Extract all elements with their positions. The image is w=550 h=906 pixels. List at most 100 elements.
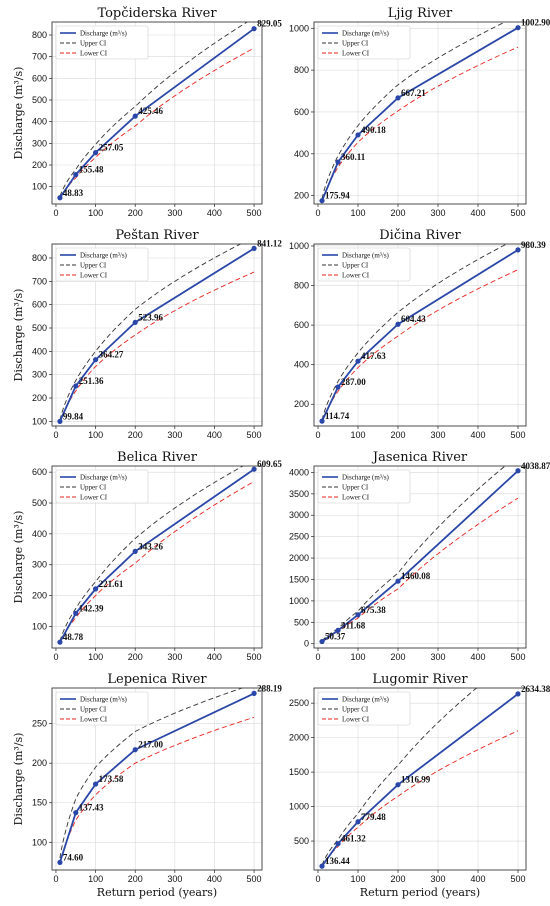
- discharge-point: [57, 195, 63, 201]
- data-label: 343.26: [138, 541, 163, 551]
- upper-ci-line: [321, 22, 507, 199]
- data-label: 288.19: [257, 683, 282, 693]
- y-tick-label: 1000: [289, 241, 309, 251]
- legend: Discharge (m³/s) Upper CI Lower CI: [317, 691, 411, 726]
- x-tick-label: 200: [128, 208, 143, 218]
- discharge-point: [73, 610, 79, 616]
- x-tick-label: 400: [470, 208, 485, 218]
- x-tick-label: 500: [247, 208, 262, 218]
- x-tick-label: 100: [350, 874, 365, 884]
- y-tick-label: 150: [32, 798, 47, 808]
- y-tick-label: 600: [32, 73, 47, 83]
- data-label: 360.11: [341, 152, 366, 162]
- plot-frame: [51, 21, 263, 205]
- y-tick-label: 400: [32, 117, 47, 127]
- data-label: 217.00: [138, 740, 163, 750]
- discharge-point: [73, 172, 79, 178]
- y-tick-label: 2000: [289, 733, 309, 743]
- x-tick-label: 200: [128, 874, 143, 884]
- data-label: 417.63: [361, 351, 386, 361]
- x-tick-label: 400: [470, 874, 485, 884]
- upper-ci-line: [59, 688, 244, 859]
- discharge-point: [319, 638, 325, 645]
- y-tick-label: 2000: [289, 553, 309, 563]
- plot-frame: [51, 465, 263, 649]
- discharge-point: [251, 245, 257, 252]
- legend-lower-ci-label: Lower CI: [80, 494, 108, 502]
- legend-upper-ci-label: Upper CI: [342, 706, 369, 714]
- y-tick-label: 200: [294, 191, 309, 201]
- x-tick-label: 500: [247, 430, 262, 440]
- upper-ci-line: [59, 22, 249, 197]
- y-tick-label: 400: [32, 346, 47, 356]
- legend-box: [55, 469, 149, 504]
- data-label: 287.00: [341, 377, 366, 387]
- discharge-point: [92, 781, 99, 787]
- panel-title: Lepenica River: [107, 672, 207, 687]
- x-tick-label: 0: [53, 430, 58, 440]
- data-label: 523.96: [138, 312, 163, 322]
- x-tick-label: 0: [53, 874, 58, 884]
- discharge-point: [355, 358, 361, 364]
- y-tick-label: 500: [32, 323, 47, 333]
- data-label: 136.44: [325, 856, 350, 866]
- y-tick-label: 300: [32, 138, 47, 148]
- y-tick-label: 500: [32, 95, 47, 105]
- discharge-point: [251, 26, 257, 32]
- legend: Discharge (m³/s) Upper CI Lower CI: [317, 247, 411, 282]
- data-label: 364.27: [99, 350, 124, 360]
- upper-ci-line: [321, 244, 508, 421]
- x-tick-label: 300: [430, 874, 445, 884]
- lower-ci-line: [321, 269, 519, 423]
- x-tick-label: 0: [53, 652, 58, 662]
- y-tick-label: 2500: [289, 698, 309, 708]
- panel-title: Ljig River: [388, 6, 453, 21]
- discharge-point: [395, 321, 401, 327]
- y-tick-label: 500: [294, 836, 309, 846]
- discharge-point: [132, 747, 138, 753]
- panel-7: 74.60 137.43 173.58 217.00 288.19 0 100 200 300 4…: [12, 672, 282, 899]
- y-tick-label: 800: [294, 65, 309, 75]
- panel-title: Dičina River: [379, 228, 461, 243]
- legend-upper-ci-label: Upper CI: [342, 40, 369, 48]
- discharge-point: [355, 612, 361, 618]
- panel-title: Peštan River: [115, 228, 199, 243]
- x-tick-label: 400: [470, 652, 485, 662]
- x-tick-label: 500: [510, 874, 525, 884]
- upper-ci-line: [59, 466, 244, 642]
- discharge-point: [132, 319, 138, 326]
- legend-discharge-label: Discharge (m³/s): [342, 696, 390, 704]
- legend-discharge-label: Discharge (m³/s): [80, 474, 128, 482]
- x-tick-label: 300: [167, 208, 182, 218]
- legend-lower-ci-label: Lower CI: [80, 716, 108, 724]
- y-tick-label: 500: [294, 617, 309, 627]
- x-tick-label: 400: [207, 208, 222, 218]
- data-label: 2634.38: [521, 684, 550, 694]
- x-tick-label: 300: [430, 430, 445, 440]
- legend-upper-ci-label: Upper CI: [342, 262, 369, 270]
- plot-frame: [313, 465, 527, 649]
- x-tick-label: 300: [430, 208, 445, 218]
- plot-frame: [51, 243, 263, 427]
- legend: Discharge (m³/s) Upper CI Lower CI: [55, 691, 149, 726]
- y-tick-label: 3000: [289, 510, 309, 520]
- legend-box: [55, 247, 149, 282]
- legend: Discharge (m³/s) Upper CI Lower CI: [317, 469, 411, 504]
- legend-box: [317, 25, 411, 60]
- discharge-point: [57, 418, 63, 424]
- legend-lower-ci-label: Lower CI: [342, 272, 370, 280]
- discharge-point: [395, 95, 401, 101]
- legend-box: [317, 691, 411, 726]
- data-label: 4038.87: [521, 461, 550, 471]
- discharge-point: [92, 357, 99, 363]
- x-tick-label: 100: [350, 652, 365, 662]
- x-tick-label: 0: [53, 208, 58, 218]
- discharge-point: [335, 627, 341, 633]
- discharge-point: [57, 639, 63, 645]
- legend-lower-ci-label: Lower CI: [342, 494, 370, 502]
- data-label: 609.65: [257, 459, 282, 469]
- y-tick-label: 100: [32, 182, 47, 192]
- y-tick-label: 400: [32, 529, 47, 539]
- data-label: 841.12: [257, 238, 282, 248]
- x-tick-label: 200: [390, 430, 405, 440]
